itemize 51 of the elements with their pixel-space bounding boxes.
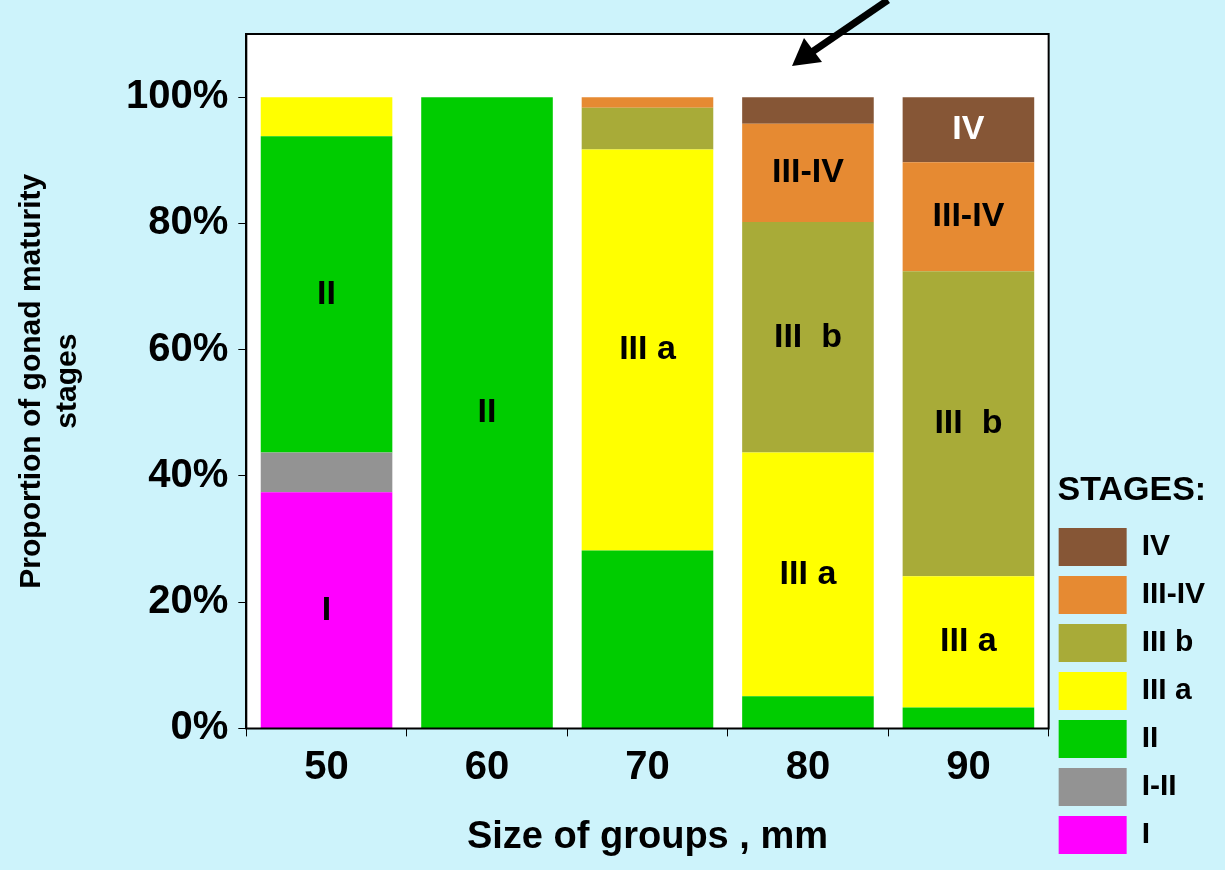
legend-label: III b — [1141, 624, 1194, 658]
x-tick-label: 90 — [946, 743, 991, 788]
bar — [742, 97, 874, 124]
bar — [902, 97, 1035, 163]
data-label: III b — [934, 402, 1003, 441]
x-tick-label: 60 — [464, 743, 510, 788]
legend-label: IV — [1141, 528, 1171, 562]
legend-label: I-II — [1141, 768, 1177, 802]
data-label: I — [321, 588, 332, 627]
y-tick-label: 0% — [170, 703, 229, 748]
bar — [902, 707, 1035, 728]
x-tick-label: 70 — [625, 743, 670, 788]
data-label: III a — [779, 552, 838, 591]
bar — [260, 452, 393, 493]
legend-label: II — [1141, 720, 1159, 754]
y-tick-label: 60% — [148, 324, 229, 369]
x-tick-label: 80 — [785, 743, 831, 788]
x-tick-label: 50 — [304, 743, 349, 788]
y-tick-label: 20% — [148, 577, 229, 622]
bar — [581, 97, 714, 108]
data-label: III a — [619, 328, 677, 367]
legend-label: III-IV — [1141, 576, 1205, 610]
bar — [581, 149, 714, 551]
bar — [742, 452, 874, 697]
bar — [902, 271, 1035, 577]
legend-label: III a — [1141, 672, 1192, 706]
y-tick-label: 80% — [148, 198, 229, 243]
y-tick-label: 100% — [125, 72, 229, 117]
data-label: III-IV — [772, 151, 845, 190]
bar — [581, 550, 714, 728]
bar — [421, 97, 553, 728]
bar — [742, 222, 874, 453]
y-tick-label: 40% — [148, 450, 229, 495]
bar — [902, 162, 1035, 272]
legend-title: STAGES: — [1057, 468, 1207, 507]
legend-label: I — [1141, 816, 1150, 850]
bar — [260, 97, 393, 137]
y-axis-title: Proportion of gonad maturity stages — [13, 173, 83, 589]
data-label: II — [477, 391, 497, 430]
data-label: III a — [940, 620, 998, 659]
bar — [260, 492, 393, 728]
bar — [581, 107, 714, 150]
data-label: II — [317, 272, 336, 311]
x-axis-title: Size of groups , mm — [466, 813, 829, 856]
bar — [742, 123, 874, 223]
bar — [260, 136, 393, 453]
data-label: III b — [773, 315, 842, 354]
bar — [902, 576, 1035, 708]
data-label: III-IV — [932, 195, 1005, 234]
data-label: IV — [952, 108, 985, 147]
bar — [742, 696, 874, 728]
